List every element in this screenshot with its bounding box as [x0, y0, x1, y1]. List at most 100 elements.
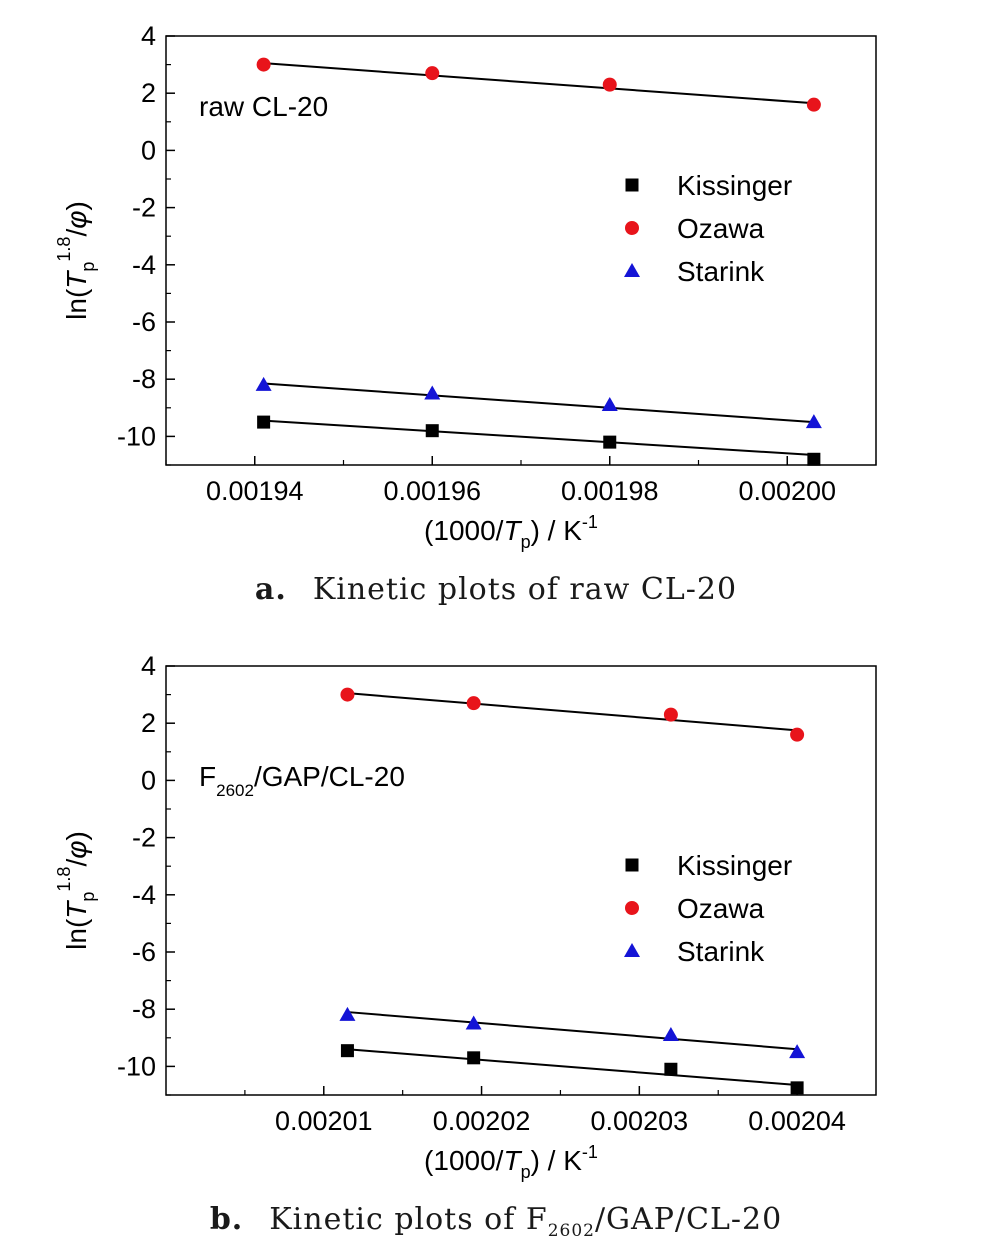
- legend-label-starink: Starink: [677, 256, 765, 287]
- x-axis-label: (1000/Tp) / K-1: [424, 512, 598, 552]
- point-starink: [339, 1006, 356, 1021]
- sample-annotation: raw CL-20: [199, 91, 328, 122]
- legend-marker-starink: [624, 943, 640, 957]
- x-tick-label: 0.00198: [561, 476, 659, 506]
- legend-marker-kissinger: [625, 178, 639, 192]
- sample-annotation: F2602/GAP/CL-20: [199, 761, 405, 800]
- y-tick-label: 4: [141, 651, 156, 681]
- x-axis-label-pre: (1000/: [424, 1145, 504, 1176]
- fit-line-starink: [347, 1011, 798, 1051]
- y-axis-label-close: ): [61, 201, 92, 210]
- x-axis-label-sub: p: [521, 532, 531, 552]
- y-axis-label-pre: ln(: [61, 288, 92, 320]
- y-tick-label: -10: [117, 1051, 156, 1081]
- y-axis-label-phi: φ: [61, 841, 92, 859]
- point-ozawa: [602, 77, 617, 92]
- fit-line-ozawa: [347, 692, 798, 732]
- point-ozawa: [806, 97, 821, 112]
- x-tick-label: 0.00203: [591, 1106, 689, 1136]
- point-starink: [789, 1044, 806, 1059]
- caption-a: a. Kinetic plots of raw CL-20: [0, 572, 992, 607]
- y-tick-label: -2: [132, 193, 156, 223]
- y-axis-label-sup: 1.8: [54, 867, 74, 892]
- point-ozawa: [340, 687, 355, 702]
- x-tick-label: 0.00196: [383, 476, 481, 506]
- x-axis-label-T: T: [503, 1145, 522, 1176]
- y-tick-label: 2: [141, 78, 156, 108]
- fit-line-kissinger: [347, 1048, 798, 1086]
- point-starink: [424, 385, 441, 400]
- caption-b-text-post: /GAP/CL-20: [594, 1202, 783, 1237]
- y-tick-label: -6: [132, 307, 156, 337]
- sample-annotation-main: raw CL-20: [199, 91, 328, 122]
- sample-annotation-sub: 2602: [216, 781, 254, 800]
- y-axis-label: ln(Tp 1.8/φ): [54, 831, 98, 950]
- point-starink: [805, 414, 822, 429]
- point-ozawa: [790, 727, 805, 742]
- legend-marker-ozawa: [625, 901, 639, 915]
- sample-annotation-main: F: [199, 761, 216, 792]
- y-tick-label: -8: [132, 364, 156, 394]
- fit-line-starink: [263, 382, 814, 424]
- sample-annotation-tail: /GAP/CL-20: [254, 761, 405, 792]
- y-tick-label: 4: [141, 21, 156, 51]
- point-starink: [662, 1026, 679, 1041]
- point-kissinger: [467, 1051, 481, 1065]
- legend-marker-kissinger: [625, 858, 639, 872]
- legend-label-starink: Starink: [677, 936, 765, 967]
- legend-marker-starink: [624, 263, 640, 277]
- plot-frame: [165, 665, 877, 1096]
- caption-b-letter: b.: [209, 1202, 244, 1237]
- y-axis-label-sub: p: [78, 262, 98, 272]
- x-axis-label-pre: (1000/: [424, 515, 504, 546]
- y-axis-label-slash: /: [61, 859, 92, 867]
- y-axis-label-sup: 1.8: [54, 237, 74, 262]
- x-tick-label: 0.00200: [738, 476, 836, 506]
- fit-line-kissinger: [263, 419, 814, 456]
- x-axis-label-sup: -1: [582, 1142, 598, 1162]
- caption-b: b. Kinetic plots of F2602/GAP/CL-20: [0, 1202, 992, 1241]
- point-kissinger: [425, 424, 439, 438]
- x-tick-label: 0.00202: [433, 1106, 531, 1136]
- point-kissinger: [340, 1044, 354, 1058]
- x-axis-label-post: ) / K: [531, 1145, 583, 1176]
- point-starink: [465, 1015, 482, 1030]
- y-tick-label: -8: [132, 994, 156, 1024]
- x-axis-label-post: ) / K: [531, 515, 583, 546]
- y-axis-label-pre: ln(: [61, 918, 92, 950]
- legend-label-kissinger: Kissinger: [677, 850, 792, 881]
- y-axis-label-phi: φ: [61, 211, 92, 229]
- point-starink: [601, 396, 618, 411]
- x-tick-label: 0.00194: [206, 476, 304, 506]
- x-axis-label-T: T: [503, 515, 522, 546]
- y-tick-label: 2: [141, 708, 156, 738]
- y-tick-label: -6: [132, 937, 156, 967]
- legend-label-kissinger: Kissinger: [677, 170, 792, 201]
- point-ozawa: [466, 696, 481, 711]
- point-kissinger: [790, 1081, 804, 1095]
- x-tick-label: 0.00204: [748, 1106, 846, 1136]
- y-tick-label: 0: [141, 135, 156, 165]
- y-axis-label-slash: /: [61, 229, 92, 237]
- y-axis-label-T: T: [61, 900, 92, 919]
- x-axis-label: (1000/Tp) / K-1: [424, 1142, 598, 1182]
- caption-b-text-sub: 2602: [547, 1221, 595, 1241]
- point-kissinger: [807, 452, 821, 466]
- y-axis-label-T: T: [61, 270, 92, 289]
- y-axis-label-sub: p: [78, 892, 98, 902]
- caption-a-letter: a.: [254, 572, 287, 607]
- y-axis-label-close: ): [61, 831, 92, 840]
- y-axis-label-text: ln(Tp 1.8/φ): [54, 201, 98, 320]
- y-tick-label: -4: [132, 880, 156, 910]
- x-axis-label-sub: p: [521, 1162, 531, 1182]
- caption-b-text-pre: Kinetic plots of F: [269, 1202, 548, 1237]
- legend-label-ozawa: Ozawa: [677, 893, 765, 924]
- chart-b: 4 2 0 -2 -4 -6 -8 -10 0.00201 0.00202 0.00203 0.002…: [54, 651, 877, 1182]
- point-kissinger: [257, 415, 271, 429]
- point-ozawa: [425, 66, 440, 81]
- x-tick-label: 0.00201: [275, 1106, 373, 1136]
- fit-line-ozawa: [263, 62, 814, 105]
- point-ozawa: [256, 57, 271, 72]
- x-axis-label-sup: -1: [582, 512, 598, 532]
- chart-a: 4 2 0 -2 -4 -6 -8 -10 0.00194 0.00196 0.00198 0.002…: [54, 21, 877, 552]
